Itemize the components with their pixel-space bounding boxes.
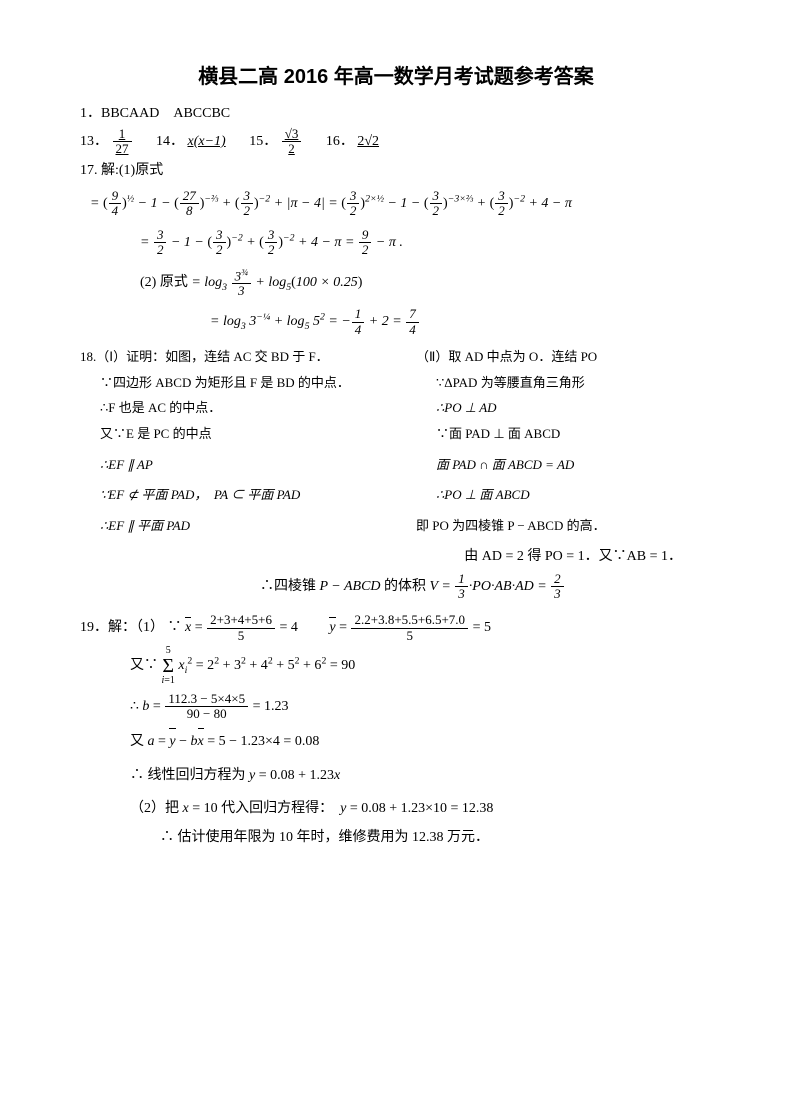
q19-sum: 又∵ 5Σi=1 xi2 = 22 + 32 + 42 + 52 + 62 = … (130, 646, 712, 686)
q19-regression: ∴ 线性回归方程为 y = 0.08 + 1.23x (130, 762, 712, 790)
q18-two-column: 18.（Ⅰ）证明：如图，连结 AC 交 BD 于 F． ∵四边形 ABCD 为矩… (80, 345, 712, 540)
label-15: 15． (249, 134, 277, 149)
q18-II-1: ∵ΔPAD 为等腰直角三角形 (436, 371, 712, 396)
q19-a: 又 a = y − bx = 5 − 1.23×4 = 0.08 (130, 728, 712, 756)
label-16: 16． (326, 134, 354, 149)
q18-I-4: ∴EF ∥ AP (100, 453, 376, 478)
q18-I-5: ∵EF ⊄ 平面 PAD， PA ⊂ 平面 PAD (100, 483, 376, 508)
q17-eq1: = (94)½ − 1 − (278)−⅔ + (32)−2 + |π − 4|… (90, 187, 712, 221)
q18-I-6: ∴EF ∥ 平面 PAD (100, 514, 376, 539)
frac-num: 1 (113, 127, 132, 142)
label-14: 14． (156, 134, 184, 149)
ans-13: 13． 127 (80, 127, 133, 157)
q18-tail-1: 由 AD = 2 得 PO = 1．又∵AB = 1． (80, 546, 682, 567)
q18-II-2: ∴PO ⊥ AD (436, 396, 712, 421)
ans-15: 15． √32 (249, 127, 302, 157)
q17-2: (2) 原式 = log3 3¾3 + log5(100 × 0.25) (140, 266, 712, 300)
q19: 19．解：（1） ∵ x = 2+3+4+5+65 = 4 y = 2.2+3.… (80, 613, 712, 847)
q17-2-eq: = log3 3−¼ + log5 52 = −14 + 2 = 74 (210, 305, 712, 339)
q18-II-3: ∵面 PAD ⊥ 面 ABCD (436, 422, 712, 447)
label-13: 13． (80, 134, 108, 149)
frac-den: 27 (113, 142, 132, 156)
q17-label: 17. 解:(1)原式 (80, 160, 712, 181)
page-title: 横县二高 2016 年高一数学月考试题参考答案 (80, 60, 712, 89)
q18-tail-2: ∴四棱锥 P − ABCD 的体积 V = 13·PO·AB·AD = 23 (260, 570, 712, 604)
frac-den: 2 (282, 142, 302, 156)
q18-I-1: ∵四边形 ABCD 为矩形且 F 是 BD 的中点． (100, 371, 376, 396)
q18-II-title: （Ⅱ）取 AD 中点为 O．连结 PO (416, 345, 712, 370)
q18-II-4: 面 PAD ∩ 面 ABCD = AD (436, 453, 712, 478)
ans-14-val: x(x−1) (188, 134, 226, 149)
ans-16-val: 2√2 (357, 134, 379, 149)
q18-col-II: （Ⅱ）取 AD 中点为 O．连结 PO ∵ΔPAD 为等腰直角三角形 ∴PO ⊥… (416, 345, 712, 540)
answers-13-16: 13． 127 14． x(x−1) 15． √32 16． 2√2 (80, 127, 712, 157)
q18-II-6: 即 PO 为四棱锥 P − ABCD 的高． (416, 514, 712, 539)
q19-label: 19．解：（1） (80, 620, 164, 635)
q19-part2: （2）把 x = 10 代入回归方程得： y = 0.08 + 1.23×10 … (130, 798, 712, 819)
q19-b: ∴ b = 112.3 − 5×4×590 − 80 = 1.23 (130, 692, 712, 722)
q19-line1: 19．解：（1） ∵ x = 2+3+4+5+65 = 4 y = 2.2+3.… (80, 613, 712, 643)
q18-II-5: ∴PO ⊥ 面 ABCD (436, 483, 712, 508)
q17-eq2: = 32 − 1 − (32)−2 + (32)−2 + 4 − π = 92 … (140, 226, 712, 260)
q19-conclusion: ∴ 估计使用年限为 10 年时，维修费用为 12.38 万元． (160, 827, 712, 848)
frac-num: √3 (282, 127, 302, 142)
q18-col-I: 18.（Ⅰ）证明：如图，连结 AC 交 BD 于 F． ∵四边形 ABCD 为矩… (80, 345, 376, 540)
ans-16: 16． 2√2 (326, 131, 379, 152)
ans-14: 14． x(x−1) (156, 131, 226, 152)
q18-I-3: 又∵E 是 PC 的中点 (100, 422, 376, 447)
answer-1-12: 1．BBCAAD ABCCBC (80, 103, 712, 124)
q18-I-2: ∴F 也是 AC 的中点． (100, 396, 376, 421)
q18-I-title: 18.（Ⅰ）证明：如图，连结 AC 交 BD 于 F． (80, 345, 376, 370)
